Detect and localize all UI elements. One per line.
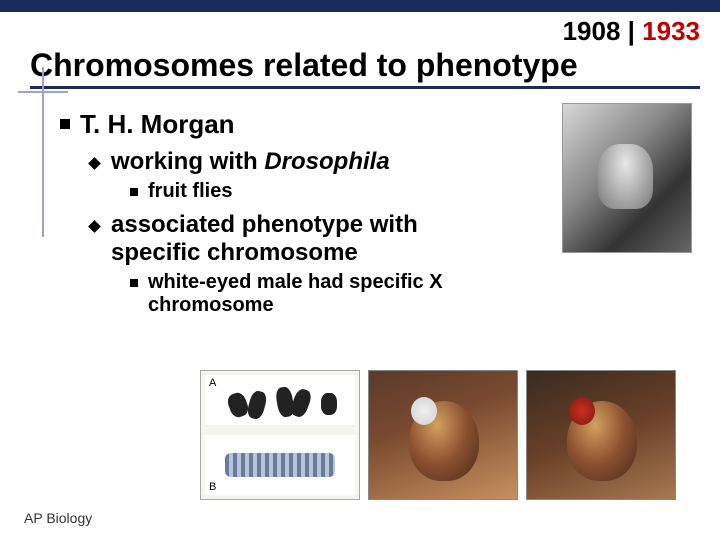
white-eyed-text: white-eyed male had specific X chromosom…: [148, 271, 528, 317]
working-pre: working with: [111, 148, 264, 175]
year-right: 1933: [642, 16, 700, 46]
phenotype-text: associated phenotype with specific chrom…: [111, 211, 511, 267]
year-left: 1908: [563, 16, 621, 46]
footer-label: AP Biology: [24, 510, 92, 526]
drosophila-text: Drosophila: [264, 148, 389, 175]
slide-title: Chromosomes related to phenotype: [30, 47, 700, 89]
decor-cross-horizontal: [18, 91, 68, 93]
person-name: T. H. Morgan: [80, 109, 235, 140]
diamond-bullet-icon: [88, 157, 101, 170]
square-bullet-icon: [130, 188, 138, 196]
bottom-image-row: [200, 370, 676, 500]
chromosome-image: [200, 370, 360, 500]
portrait-image: [562, 103, 692, 253]
square-bullet-icon: [60, 119, 70, 129]
working-with-text: working with Drosophila: [111, 148, 390, 176]
fly-white-eye-image: [368, 370, 518, 500]
fly-red-eye-image: [526, 370, 676, 500]
bullet-white-eyed: white-eyed male had specific X chromosom…: [130, 271, 700, 317]
date-line: 1908 | 1933: [0, 12, 720, 47]
fruit-flies-text: fruit flies: [148, 180, 232, 203]
diamond-bullet-icon: [88, 220, 101, 233]
content-area: T. H. Morgan working with Drosophila fru…: [0, 95, 720, 317]
year-separator: |: [628, 16, 635, 46]
header-bar: [0, 0, 720, 12]
square-bullet-icon: [130, 279, 138, 287]
chromosome-panel-a: [205, 375, 355, 425]
chromosome-panel-b: [205, 435, 355, 495]
